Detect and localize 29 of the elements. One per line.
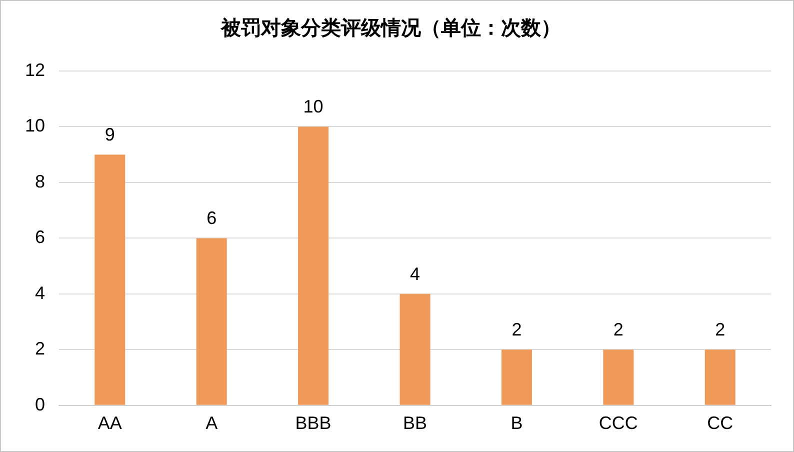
x-tick-label: BB	[403, 413, 428, 434]
bar	[603, 350, 634, 405]
x-tick-label: CC	[707, 413, 734, 434]
data-label: 2	[512, 320, 522, 340]
y-tick-label: 8	[35, 171, 46, 192]
y-tick-label: 2	[35, 338, 46, 359]
y-tick-label: 12	[24, 60, 46, 80]
data-label: 9	[104, 124, 115, 145]
bar	[196, 238, 227, 405]
bar	[94, 154, 126, 405]
x-tick-label: A	[206, 413, 218, 434]
bar	[400, 294, 430, 405]
data-label: 2	[715, 320, 726, 340]
data-label: 6	[206, 208, 217, 228]
x-tick-label: AA	[98, 413, 122, 434]
chart-title: 被罚对象分类评级情况（单位：次数）	[220, 16, 561, 40]
data-label: 4	[410, 264, 420, 284]
data-label: 2	[613, 320, 624, 340]
data-label: 10	[303, 96, 324, 117]
y-tick-label: 10	[24, 116, 46, 136]
bar	[298, 126, 329, 405]
y-tick-label: 4	[35, 282, 46, 303]
y-tick-label: 0	[35, 394, 46, 414]
x-tick-label: BBB	[295, 413, 332, 434]
bar	[704, 350, 736, 405]
x-tick-label: B	[510, 413, 523, 434]
x-tick-label: CCC	[598, 413, 638, 434]
y-tick-label: 6	[35, 227, 46, 248]
bar	[501, 350, 532, 405]
